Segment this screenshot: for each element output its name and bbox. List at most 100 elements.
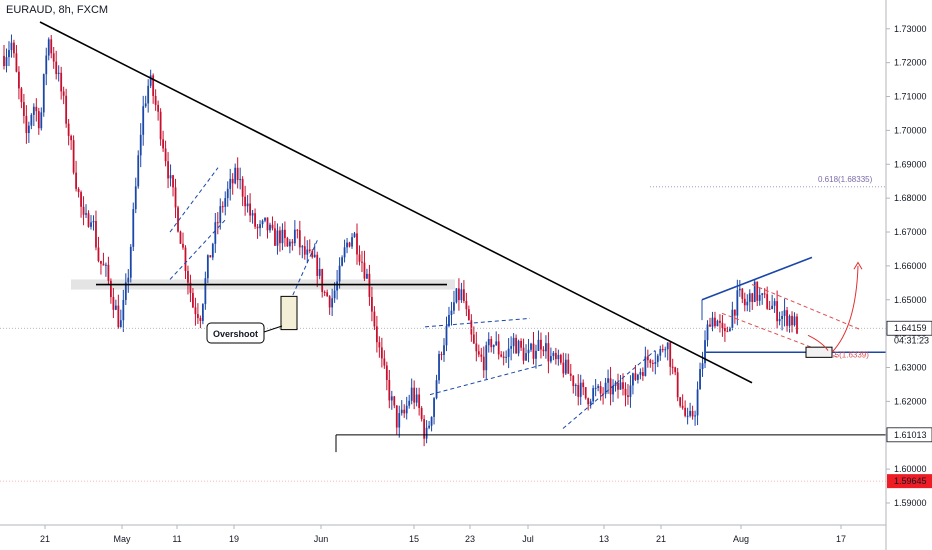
candle-body — [8, 50, 10, 58]
x-tick-label: 21 — [40, 534, 50, 544]
candle-body — [72, 140, 75, 173]
candle-body — [515, 337, 517, 354]
candle-body — [52, 53, 55, 62]
candle-body — [776, 301, 779, 322]
candle-body — [266, 217, 269, 231]
candle-body — [599, 386, 602, 394]
candle-body — [102, 263, 105, 266]
candle-body — [584, 387, 587, 399]
candle-body — [385, 365, 388, 381]
candle-body — [726, 331, 729, 333]
target-box — [805, 346, 833, 358]
candle-body — [5, 57, 8, 67]
candle-body — [778, 319, 781, 322]
candle-body — [472, 334, 475, 344]
candle-body — [629, 385, 632, 397]
candle-body — [627, 395, 629, 397]
candle-body — [10, 42, 13, 51]
candle-body — [398, 413, 401, 428]
candle-body — [507, 348, 510, 357]
candle-body — [82, 206, 85, 215]
candle-body — [527, 349, 530, 354]
candle-body — [241, 178, 244, 197]
candle-body — [788, 315, 791, 326]
candle-body — [179, 231, 182, 244]
candle-body — [512, 337, 515, 347]
candle-body — [477, 351, 480, 355]
y-tick-label: 1.67000 — [894, 227, 927, 237]
candle-body — [316, 254, 319, 276]
candle-body — [109, 280, 112, 298]
candle-body — [154, 95, 157, 105]
candle-body — [353, 233, 356, 238]
candle-body — [786, 310, 788, 326]
candle-body — [420, 408, 423, 420]
candle-body — [15, 53, 18, 72]
candle-body — [669, 342, 672, 367]
candle-body — [649, 360, 652, 363]
candle-body — [318, 269, 321, 276]
candle-body — [637, 374, 639, 380]
candle-body — [336, 281, 339, 291]
candle-body — [157, 104, 160, 112]
candle-body — [689, 410, 692, 416]
candle-body — [60, 72, 63, 92]
candle-body — [766, 294, 769, 309]
candle-body — [460, 289, 463, 301]
candle-body — [80, 192, 82, 207]
candle-body — [676, 372, 679, 398]
candle-body — [500, 354, 503, 357]
flag-lower-2 — [289, 238, 319, 302]
candle-body — [333, 290, 336, 299]
candle-body — [520, 340, 522, 348]
candle-body — [661, 349, 664, 351]
candle-body — [378, 342, 381, 348]
candle-body — [147, 85, 150, 104]
candle-body — [773, 301, 776, 306]
candle-body — [413, 387, 416, 403]
x-tick-label: 17 — [836, 534, 846, 544]
candle-body — [716, 320, 719, 327]
candle-body — [177, 207, 179, 232]
candle-body — [288, 241, 291, 247]
candle-body — [172, 175, 174, 188]
candle-body — [791, 315, 793, 326]
candle-body — [75, 172, 77, 189]
candle-body — [249, 203, 252, 216]
candle-body — [149, 75, 152, 86]
candle-body — [607, 378, 609, 383]
candle-body — [681, 405, 684, 408]
candle-body — [535, 350, 537, 359]
candle-body — [276, 230, 279, 246]
price-label-box — [886, 320, 932, 336]
y-tick-label: 1.72000 — [894, 58, 927, 68]
candle-body — [20, 88, 23, 103]
callout-box — [206, 322, 265, 344]
price-label-box — [887, 474, 932, 489]
candle-body — [699, 369, 701, 390]
callout-text: Overshoot — [213, 329, 258, 339]
candle-body — [619, 382, 622, 390]
candle-body — [296, 229, 299, 231]
candle-body — [453, 302, 455, 311]
candle-body — [164, 148, 167, 162]
candle-body — [124, 282, 127, 301]
candle-body — [206, 255, 209, 279]
candle-body — [117, 305, 120, 328]
candle-body — [269, 224, 271, 231]
candle-body — [684, 407, 687, 416]
y-tick-label: 1.63000 — [894, 363, 927, 373]
fib-label: 0.618(1.68335) — [818, 175, 873, 184]
candle-body — [303, 246, 306, 255]
candle-body — [219, 206, 222, 223]
candle-body — [298, 230, 301, 248]
candle-body — [724, 328, 726, 332]
candle-body — [251, 213, 254, 216]
y-tick-label: 1.60000 — [894, 464, 927, 474]
candle-body — [229, 178, 232, 189]
y-tick-label: 1.65000 — [894, 295, 927, 305]
candle-body — [579, 382, 582, 397]
candle-body — [144, 103, 147, 107]
chart-title: EURAUD, 8h, FXCM — [6, 4, 108, 16]
